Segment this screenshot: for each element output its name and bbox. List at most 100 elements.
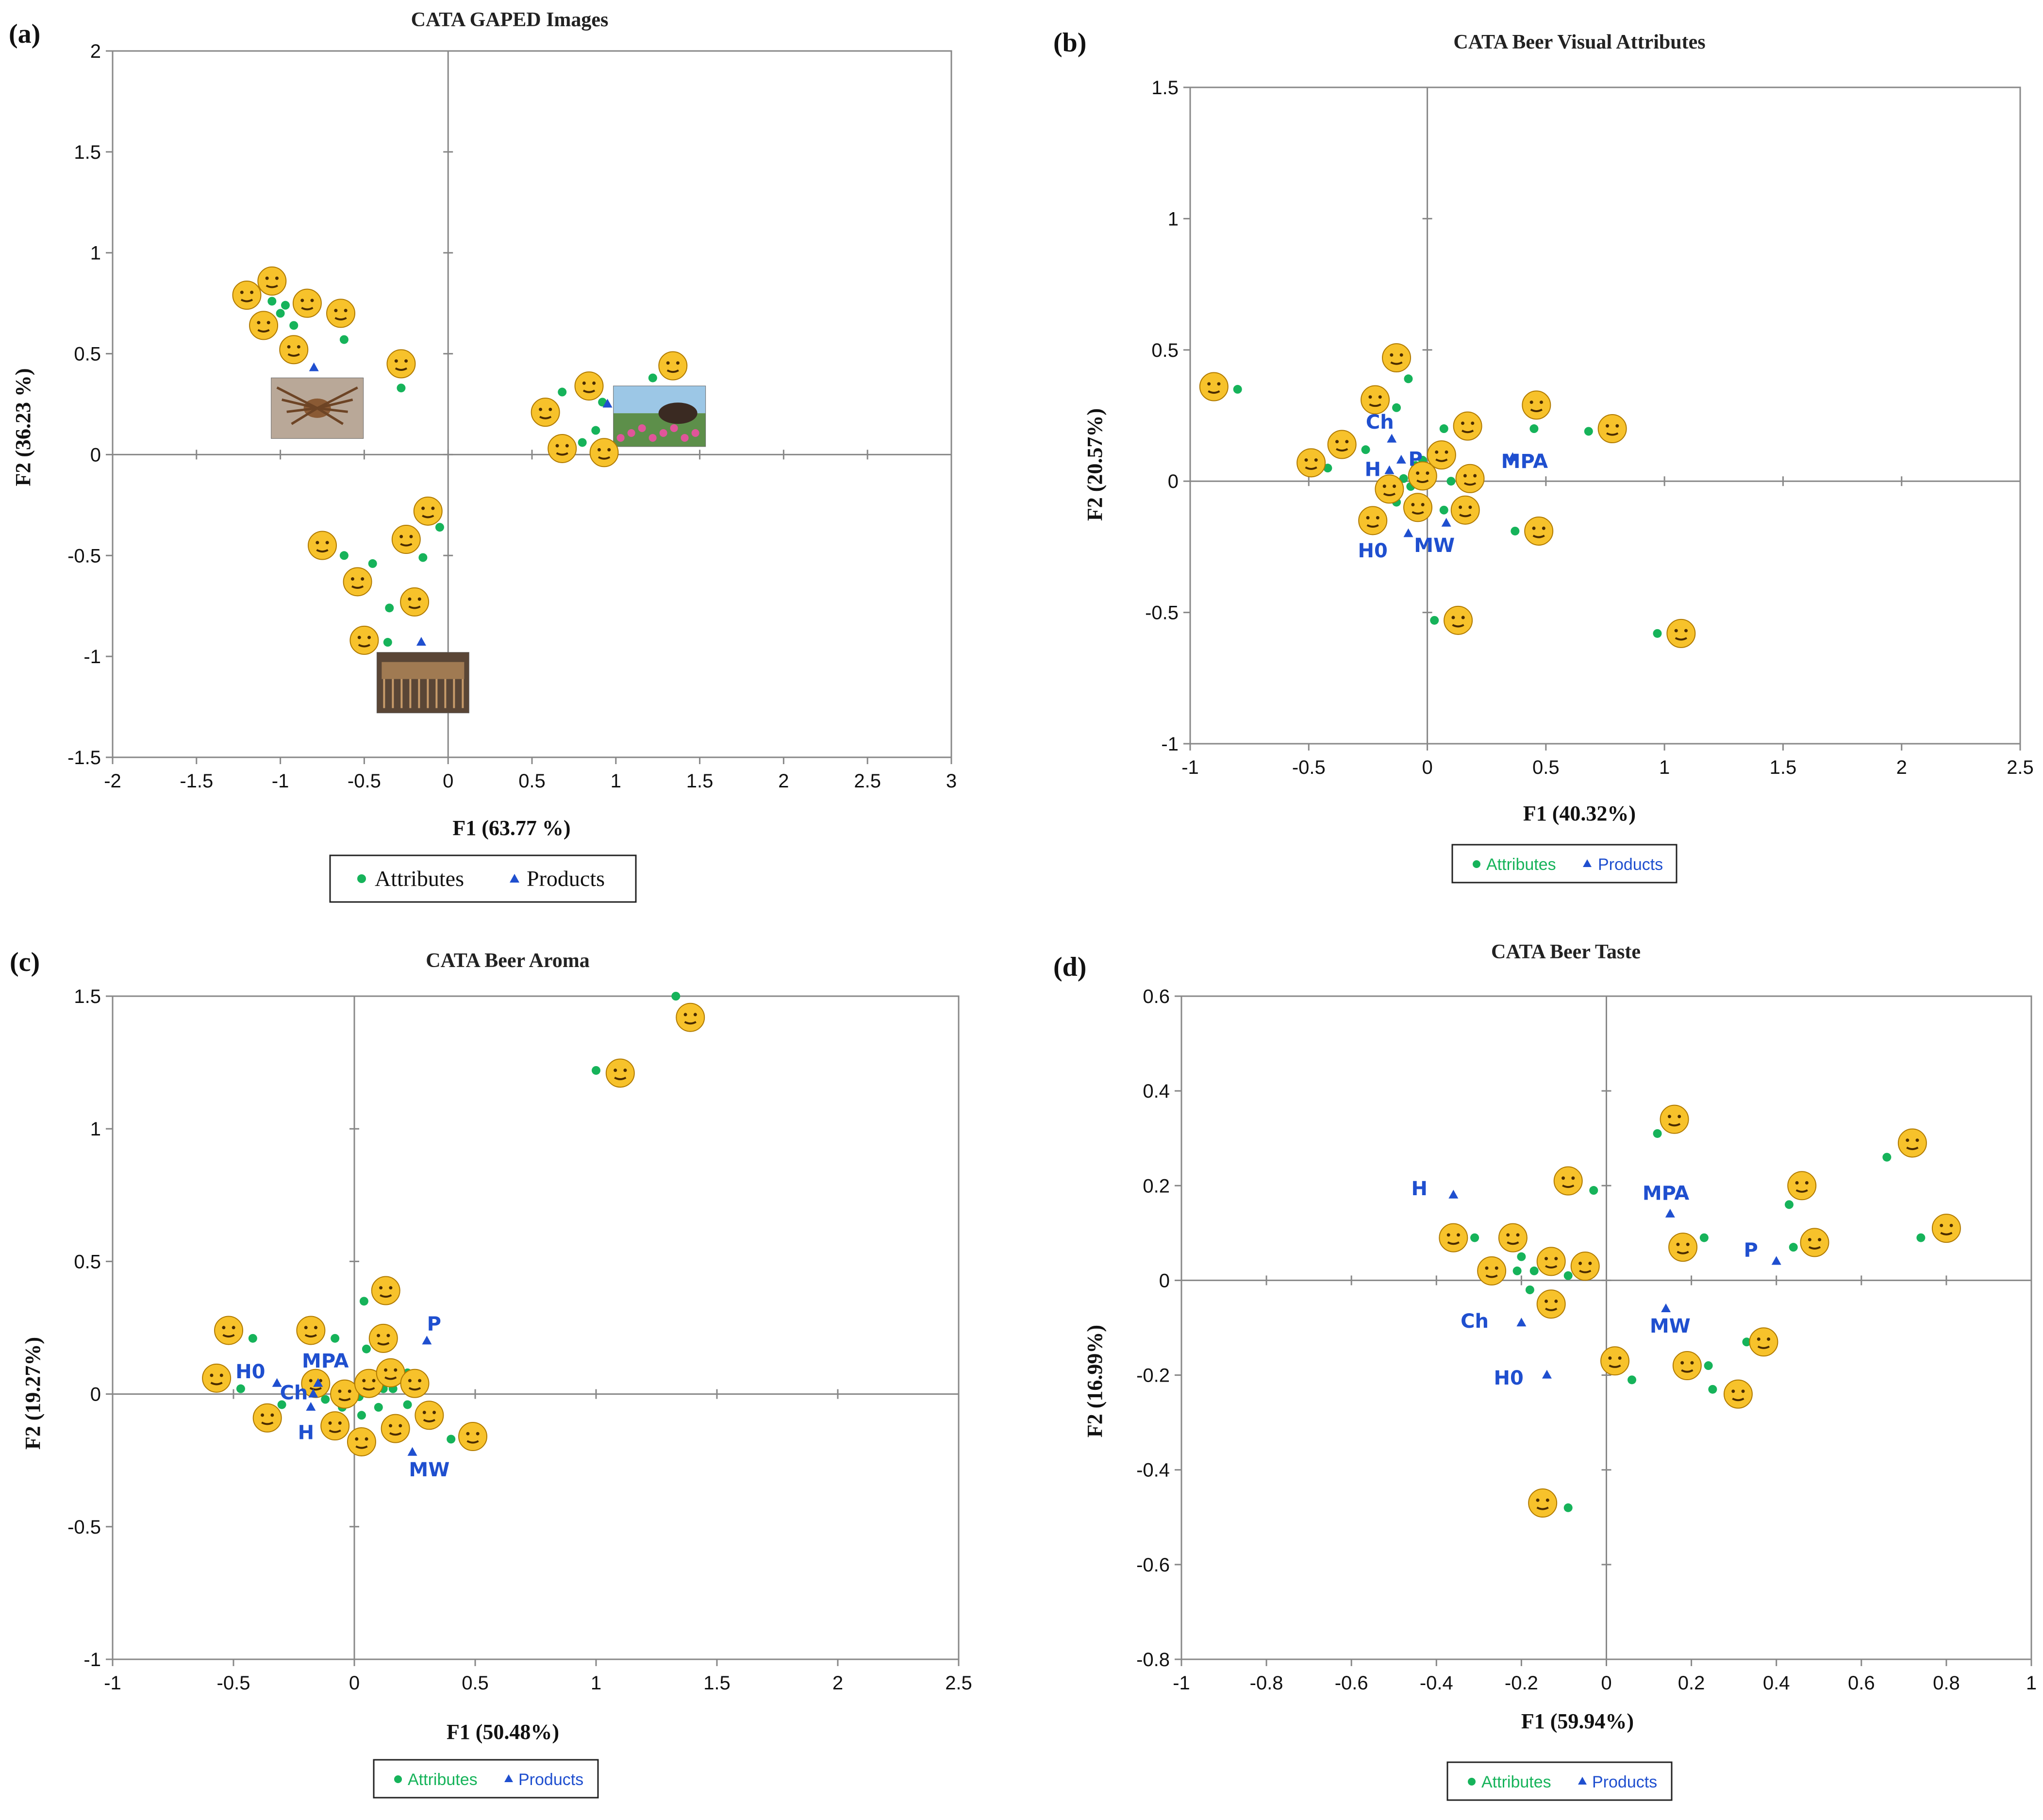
attribute-point bbox=[578, 438, 587, 447]
product-marker bbox=[1665, 1208, 1675, 1218]
emoji-icon bbox=[349, 625, 379, 655]
emoji-icon bbox=[1408, 461, 1437, 491]
product-label: H0 bbox=[235, 1361, 265, 1383]
emoji-icon bbox=[1522, 390, 1551, 420]
legend-attributes-label: Attributes bbox=[408, 1770, 478, 1789]
attribute-point bbox=[383, 638, 392, 647]
x-tick-label: 1 bbox=[2026, 1672, 2037, 1694]
attribute-point bbox=[331, 1334, 340, 1343]
attribute-point bbox=[1589, 1186, 1598, 1195]
y-tick-label: 1.5 bbox=[74, 986, 101, 1007]
y-tick-label: 0.5 bbox=[74, 344, 101, 365]
product-label: MW bbox=[1650, 1315, 1691, 1337]
x-tick-label: -0.2 bbox=[1505, 1672, 1538, 1694]
product-marker bbox=[309, 362, 319, 371]
x-tick-label: 0.5 bbox=[1532, 757, 1560, 778]
panel-a-x-axis-label: F1 (63.77 %) bbox=[452, 816, 570, 840]
panel-a-legend: Attributes Products bbox=[329, 854, 637, 903]
y-tick-label: 0 bbox=[1168, 471, 1179, 492]
legend-attributes-marker bbox=[1473, 860, 1480, 868]
attribute-point bbox=[591, 426, 600, 435]
x-tick-label: 2 bbox=[832, 1672, 843, 1694]
y-tick-label: -1 bbox=[83, 1649, 101, 1670]
attribute-point bbox=[1708, 1385, 1717, 1394]
y-tick-label: -0.2 bbox=[1136, 1365, 1170, 1386]
emoji-icon bbox=[214, 1316, 244, 1345]
attribute-point bbox=[1789, 1243, 1798, 1252]
x-tick-label: -0.4 bbox=[1420, 1672, 1453, 1694]
panel-d-label: (d) bbox=[1053, 952, 1086, 982]
x-tick-label: -0.5 bbox=[217, 1672, 250, 1694]
emoji-icon bbox=[1524, 516, 1554, 546]
emoji-icon bbox=[574, 371, 604, 401]
emoji-icon bbox=[1570, 1252, 1600, 1281]
emoji-icon bbox=[605, 1058, 635, 1088]
panel-c-x-axis-label: F1 (50.48%) bbox=[447, 1720, 559, 1744]
emoji-icon bbox=[400, 587, 430, 617]
attribute-point bbox=[1916, 1233, 1926, 1242]
product-marker bbox=[1396, 454, 1406, 464]
emoji-icon bbox=[1536, 1289, 1566, 1319]
panel-b-title: CATA Beer Visual Attributes bbox=[1453, 31, 1705, 53]
product-label: H0 bbox=[1494, 1367, 1523, 1389]
y-tick-label: -0.5 bbox=[1145, 602, 1179, 624]
legend-products-label: Products bbox=[1592, 1773, 1657, 1791]
attribute-point bbox=[1404, 374, 1413, 384]
plot-frame bbox=[112, 995, 960, 1660]
panel-c-label: (c) bbox=[10, 947, 40, 977]
emoji-icon bbox=[1327, 430, 1357, 459]
attribute-point bbox=[1470, 1233, 1479, 1242]
emoji-icon bbox=[1427, 440, 1456, 470]
legend-attributes-marker bbox=[357, 874, 366, 883]
attribute-point bbox=[1399, 474, 1408, 483]
emoji-icon bbox=[1498, 1223, 1528, 1252]
product-label: Ch bbox=[1461, 1310, 1489, 1333]
emoji-icon bbox=[1477, 1256, 1507, 1286]
y-tick-label: -1.5 bbox=[67, 747, 101, 768]
emoji-icon bbox=[1660, 1104, 1689, 1134]
emoji-icon bbox=[257, 266, 287, 296]
emoji-icon bbox=[1800, 1228, 1829, 1257]
emoji-icon bbox=[1450, 495, 1480, 525]
photo-table bbox=[376, 652, 469, 714]
emoji-icon bbox=[330, 1379, 360, 1409]
product-label: H bbox=[298, 1421, 314, 1444]
y-tick-label: 1 bbox=[90, 243, 101, 264]
attribute-point bbox=[435, 523, 444, 532]
attribute-point bbox=[671, 992, 681, 1001]
y-tick-label: 0 bbox=[90, 444, 101, 466]
attribute-point bbox=[1563, 1271, 1573, 1280]
panel-a-y-axis-label: F2 (36.23 %) bbox=[11, 368, 35, 486]
x-tick-label: -0.6 bbox=[1335, 1672, 1368, 1694]
attribute-point bbox=[321, 1395, 330, 1404]
product-marker bbox=[306, 1402, 316, 1411]
x-tick-label: 2 bbox=[1896, 757, 1907, 778]
attribute-point bbox=[397, 384, 406, 393]
emoji-icon bbox=[676, 1002, 705, 1032]
attribute-point bbox=[1439, 424, 1448, 434]
attribute-point bbox=[418, 553, 428, 562]
x-tick-label: 0 bbox=[1422, 757, 1432, 778]
attribute-point bbox=[385, 603, 394, 613]
attribute-point bbox=[359, 1297, 368, 1306]
x-tick-label: 2.5 bbox=[2007, 757, 2034, 778]
attribute-point bbox=[248, 1334, 257, 1343]
emoji-icon bbox=[1749, 1327, 1778, 1357]
emoji-icon bbox=[386, 349, 416, 379]
product-label: MPA bbox=[302, 1350, 349, 1372]
emoji-icon bbox=[368, 1323, 398, 1353]
emoji-icon bbox=[1361, 385, 1390, 415]
photo-spider bbox=[271, 377, 364, 439]
legend-attributes-marker bbox=[1468, 1778, 1476, 1786]
panel-b-x-axis-label: F1 (40.32%) bbox=[1523, 801, 1636, 825]
x-tick-label: 2 bbox=[778, 770, 789, 792]
legend-products-label: Products bbox=[527, 866, 605, 891]
y-tick-label: 1.5 bbox=[74, 142, 101, 163]
emoji-icon bbox=[413, 496, 443, 526]
x-tick-label: 0.6 bbox=[1848, 1672, 1875, 1694]
panel-b-y-axis-label: F2 (20.57%) bbox=[1083, 408, 1107, 521]
x-tick-label: 3 bbox=[946, 770, 957, 792]
x-tick-label: 1.5 bbox=[703, 1672, 731, 1694]
panel-d-plot: -1 -0.8 -0.6 -0.4 -0.2 0 0.2 0.4 0.6 0.8 1-0.8-0.6… bbox=[1136, 986, 2037, 1694]
emoji-icon bbox=[1787, 1171, 1817, 1201]
